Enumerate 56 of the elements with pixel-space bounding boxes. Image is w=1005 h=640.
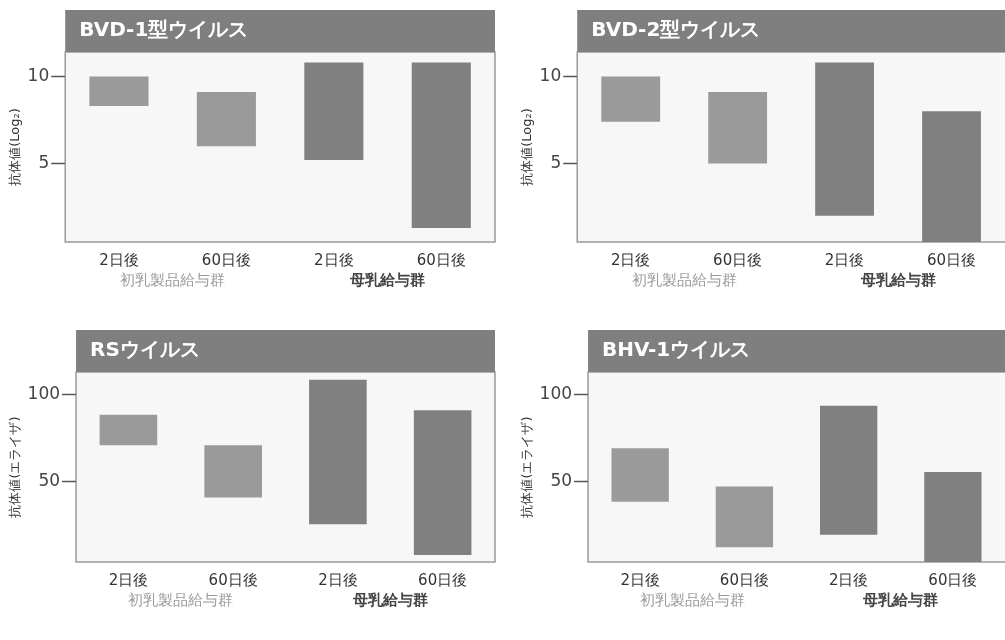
bar — [89, 76, 149, 107]
chart-title: BHV-1ウイルス — [602, 337, 751, 362]
text: 母乳給与群 — [859, 271, 936, 290]
y-tick-label: 50 — [38, 470, 61, 491]
x-tick-label: 60日後 — [713, 250, 763, 269]
x-tick-label: 60日後 — [208, 570, 258, 589]
x-tick-label: 2日後 — [610, 250, 651, 269]
text: 母乳給与群 — [862, 591, 939, 610]
x-tick-label: 2日後 — [99, 250, 139, 269]
y-tick-label: 10 — [539, 64, 562, 85]
bar — [815, 62, 874, 216]
bar — [196, 92, 256, 147]
x-tick-label: 2日後 — [824, 250, 865, 269]
chart-title: BVD-2型ウイルス — [591, 17, 761, 42]
x-tick-label: 2日後 — [620, 570, 660, 589]
x-tick-label: 2日後 — [108, 570, 149, 589]
x-tick-label: 2日後 — [314, 250, 354, 269]
x-tick-label: 60日後 — [926, 250, 977, 269]
x-tick-label: 60日後 — [719, 570, 769, 589]
y-axis-title: 抗体値(エライザ) — [519, 416, 535, 518]
y-tick-label: 100 — [539, 383, 573, 404]
x-tick-label: 60日後 — [416, 250, 466, 269]
bar — [411, 62, 471, 229]
bar — [204, 445, 262, 498]
bar — [819, 405, 878, 535]
text: 初乳製品給与群 — [128, 591, 234, 610]
x-tick-label: 60日後 — [201, 250, 251, 269]
y-tick-label: 10 — [27, 64, 50, 85]
bar — [922, 111, 981, 242]
y-tick-label: 100 — [27, 383, 61, 404]
text: 初乳製品給与群 — [631, 271, 737, 290]
text: 初乳製品給与群 — [120, 271, 226, 290]
bar — [99, 414, 158, 446]
y-tick-label: 5 — [38, 151, 50, 172]
bar — [309, 379, 367, 525]
y-tick-label: 5 — [550, 151, 562, 172]
text: 母乳給与群 — [351, 591, 428, 610]
bar — [304, 62, 364, 161]
bar — [924, 472, 982, 562]
y-axis-title: 抗体値(Log₂) — [519, 108, 535, 186]
x-tick-label: 60日後 — [418, 570, 468, 589]
y-axis-title: 抗体値(エライザ) — [7, 416, 23, 518]
x-tick-label: 2日後 — [828, 570, 869, 589]
bar — [715, 486, 774, 548]
y-tick-label: 50 — [550, 470, 573, 491]
bar — [611, 448, 669, 502]
chart-title: BVD-1型ウイルス — [79, 17, 249, 42]
bar — [601, 76, 661, 122]
x-tick-label: 60日後 — [928, 570, 978, 589]
text: 母乳給与群 — [349, 271, 426, 290]
chart-title: RSウイルス — [90, 337, 200, 362]
y-axis-title: 抗体値(Log₂) — [7, 108, 23, 186]
text: 初乳製品給与群 — [639, 591, 745, 610]
bar — [708, 92, 768, 164]
x-tick-label: 2日後 — [318, 570, 358, 589]
bar — [413, 410, 472, 556]
